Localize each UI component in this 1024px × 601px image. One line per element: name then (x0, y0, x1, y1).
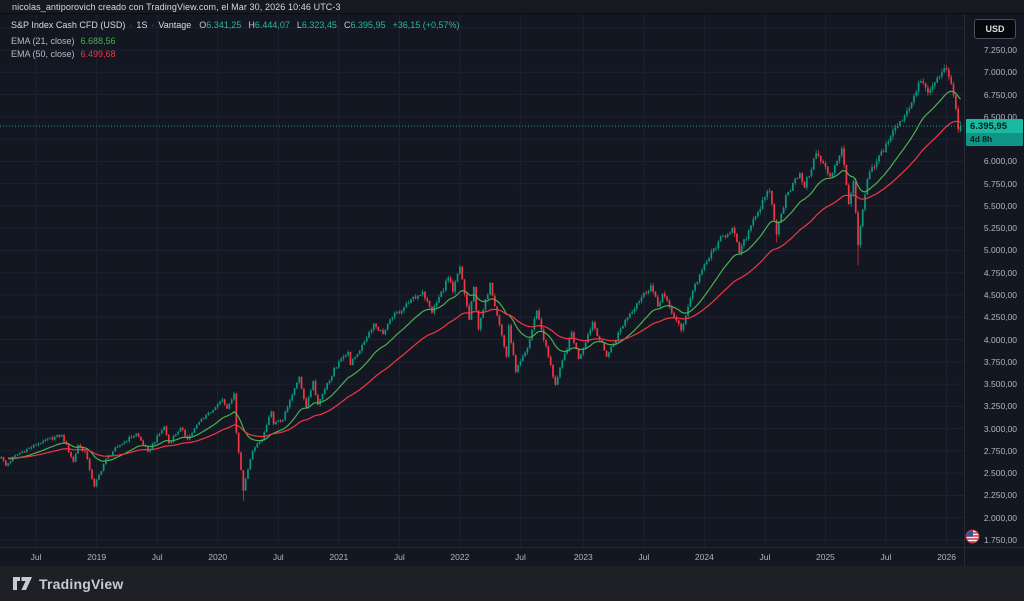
time-axis-label: Jul (151, 552, 163, 562)
price-axis-label: 3.000,00 (983, 423, 1017, 434)
ema50-legend-row[interactable]: EMA (50, close) 6.499,68 (11, 48, 460, 61)
price-axis-label: 7.000,00 (983, 67, 1017, 78)
price-axis-label: 3.250,00 (983, 401, 1017, 412)
symbol-legend-row[interactable]: S&P Index Cash CFD (USD) · 1S · Vantage … (11, 19, 460, 32)
chart-legend: S&P Index Cash CFD (USD) · 1S · Vantage … (11, 19, 460, 61)
time-axis-label: 2025 (815, 552, 835, 562)
current-price-badge: 6.395,95 4d 8h (966, 119, 1023, 147)
legend-separator: · (129, 20, 133, 30)
price-axis-label: 6.000,00 (983, 156, 1017, 167)
time-axis-label: Jul (638, 552, 650, 562)
price-axis-label: 5.500,00 (983, 200, 1017, 211)
tradingview-brand-text[interactable]: TradingView (39, 575, 124, 592)
time-axis-label: 2019 (87, 552, 107, 562)
bar-countdown-label: 4d 8h (966, 133, 1023, 147)
price-axis-label: 7.250,00 (983, 45, 1017, 55)
tradingview-logo-icon (13, 577, 32, 590)
scale-corner[interactable] (964, 547, 1024, 566)
price-axis-label: 6.500,00 (983, 111, 1017, 122)
price-axis-label: 4.750,00 (983, 267, 1017, 278)
price-axis-label: 2.500,00 (983, 468, 1017, 479)
legend-separator: · (151, 20, 155, 30)
price-axis-label: 6.750,00 (983, 89, 1017, 100)
price-axis-label: 3.750,00 (983, 356, 1017, 367)
time-axis-label: Jul (272, 552, 284, 562)
price-axis-label: 4.000,00 (983, 334, 1017, 345)
price-axis-label: 5.250,00 (983, 223, 1017, 234)
ema21-legend-row[interactable]: EMA (21, close) 6.688,56 (11, 35, 460, 48)
time-axis-label: 2020 (208, 552, 228, 562)
broker-label: Vantage (158, 20, 192, 30)
time-axis-label: 2023 (573, 552, 593, 562)
interval-label[interactable]: 1S (136, 20, 148, 30)
price-axis-label: 1.750,00 (983, 535, 1017, 545)
symbol-title[interactable]: S&P Index Cash CFD (USD) (11, 20, 126, 30)
change-value: +36,15 (+0,57%) (392, 20, 460, 30)
time-axis-label: Jul (759, 552, 771, 562)
candlestick-chart[interactable] (0, 14, 964, 547)
price-axis-label: 4.500,00 (983, 290, 1017, 300)
current-price-label: 6.395,95 (966, 119, 1023, 134)
ohlc-l: L6.323,45 (296, 20, 337, 30)
currency-usd-button[interactable]: USD (974, 19, 1016, 39)
attribution-text: nicolas_antiporovich creado con TradingV… (12, 1, 341, 12)
price-axis-label: 4.250,00 (983, 312, 1017, 323)
time-axis-label: Jul (30, 552, 42, 562)
price-axis-label: 2.250,00 (983, 490, 1017, 501)
ema21-value: 6.688,56 (80, 36, 116, 46)
price-axis-label: 5.000,00 (983, 245, 1017, 256)
price-scale[interactable]: USD 6.395,95 4d 8h 7.250,00 7.000,00 6.750… (964, 14, 1024, 547)
attribution-bar: nicolas_antiporovich creado con TradingV… (0, 0, 1024, 14)
ema50-name[interactable]: EMA (50, close) (11, 49, 75, 59)
time-axis-label: 2022 (450, 552, 470, 562)
price-axis-label: 5.750,00 (983, 178, 1017, 189)
price-axis-label: 2.750,00 (983, 445, 1017, 456)
price-axis-label: 3.500,00 (983, 379, 1017, 390)
time-axis-label: 2024 (694, 552, 714, 562)
ohlc-c: C6.395,95 (343, 20, 386, 30)
price-axis-label: 2.000,00 (983, 512, 1017, 523)
footer-bar: TradingView (0, 566, 1024, 601)
ema50-value: 6.499,68 (80, 49, 116, 59)
ohlc-o: O6.341,25 (199, 20, 242, 30)
us-flag-icon (965, 529, 980, 544)
time-axis-label: 2021 (329, 552, 349, 562)
ohlc-h: H6.444,07 (248, 20, 290, 30)
time-scale[interactable]: Jul 2019 Jul 2020 Jul 2021 Jul 2022 Jul 2023 Jul 20… (0, 547, 964, 566)
time-axis-label: Jul (880, 552, 892, 562)
time-axis-label: Jul (514, 552, 526, 562)
chart-plot-area[interactable]: S&P Index Cash CFD (USD) · 1S · Vantage … (0, 14, 964, 547)
ema21-name[interactable]: EMA (21, close) (11, 36, 75, 46)
time-axis-label: 2026 (937, 552, 956, 562)
ohlc-values: O6.341,25 H6.444,07 L6.323,45 C6.395,95 (199, 19, 385, 32)
time-axis-label: Jul (393, 552, 405, 562)
